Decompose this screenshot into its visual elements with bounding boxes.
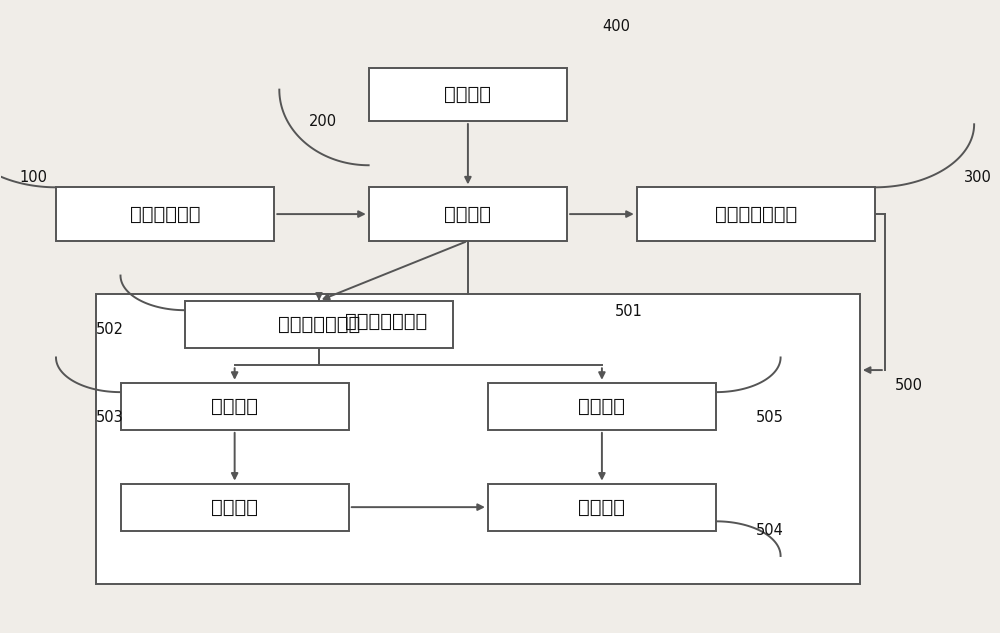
FancyBboxPatch shape xyxy=(121,383,349,430)
Text: 500: 500 xyxy=(895,379,923,393)
Text: 503: 503 xyxy=(96,410,123,425)
FancyBboxPatch shape xyxy=(488,484,716,531)
Text: 400: 400 xyxy=(602,19,630,34)
Text: 504: 504 xyxy=(756,523,784,538)
Text: 200: 200 xyxy=(309,114,337,128)
Text: 解析单元: 解析单元 xyxy=(211,397,258,416)
FancyBboxPatch shape xyxy=(637,187,875,241)
Text: 505: 505 xyxy=(756,410,784,425)
FancyBboxPatch shape xyxy=(185,301,453,348)
Text: 发送单元: 发送单元 xyxy=(578,498,625,517)
FancyBboxPatch shape xyxy=(369,187,567,241)
Text: 显示单元: 显示单元 xyxy=(444,85,491,104)
Text: 接收单元: 接收单元 xyxy=(578,397,625,416)
Text: 100: 100 xyxy=(19,170,47,185)
Text: 数据包获取单元: 数据包获取单元 xyxy=(278,315,360,334)
FancyBboxPatch shape xyxy=(56,187,274,241)
Text: 502: 502 xyxy=(96,322,124,337)
Text: 300: 300 xyxy=(964,170,992,185)
Text: 信息获取单元: 信息获取单元 xyxy=(130,204,200,223)
FancyBboxPatch shape xyxy=(121,484,349,531)
Text: 封装单元: 封装单元 xyxy=(211,498,258,517)
Text: 查询单元: 查询单元 xyxy=(444,204,491,223)
Text: 可用车牌数据库: 可用车牌数据库 xyxy=(715,204,797,223)
Text: 501: 501 xyxy=(615,304,643,319)
FancyBboxPatch shape xyxy=(369,68,567,121)
FancyBboxPatch shape xyxy=(488,383,716,430)
Text: 数据库组建单元: 数据库组建单元 xyxy=(345,312,427,331)
FancyBboxPatch shape xyxy=(96,294,860,584)
